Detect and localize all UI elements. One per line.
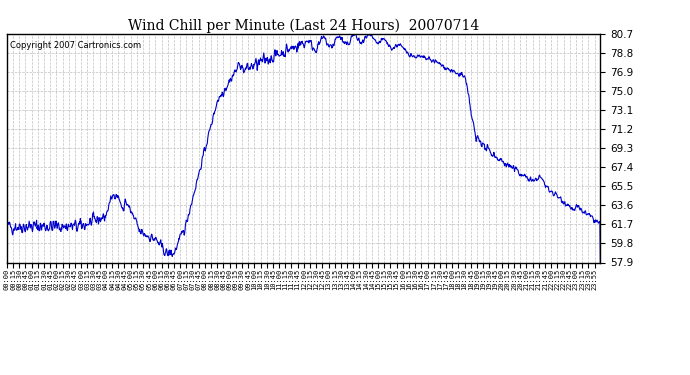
Text: Copyright 2007 Cartronics.com: Copyright 2007 Cartronics.com: [10, 40, 141, 50]
Title: Wind Chill per Minute (Last 24 Hours)  20070714: Wind Chill per Minute (Last 24 Hours) 20…: [128, 18, 480, 33]
